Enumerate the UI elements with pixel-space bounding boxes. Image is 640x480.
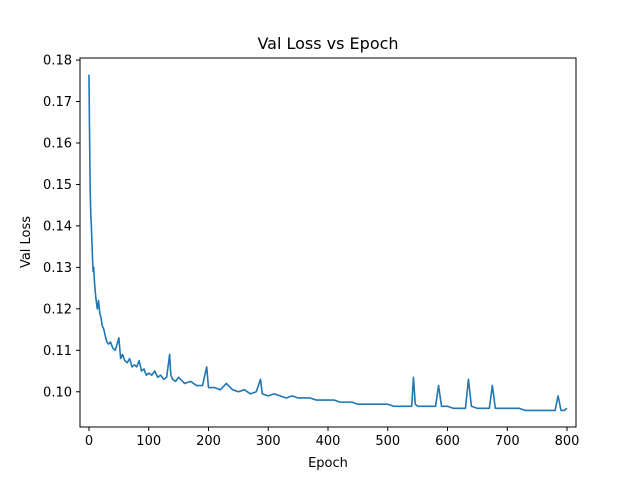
y-axis-title: Val Loss (19, 216, 34, 268)
y-tick-label: 0.12 (43, 302, 72, 317)
plot-series (88, 74, 568, 412)
x-tick-label: 700 (495, 434, 520, 449)
y-tick-label: 0.13 (43, 261, 72, 276)
y-tick-label: 0.10 (43, 385, 72, 400)
x-tick-label: 100 (136, 434, 161, 449)
y-tick-label: 0.17 (43, 95, 72, 110)
plot-frame (79, 57, 577, 428)
y-axis-ticks: 0.10 0.11 0.12 0.13 0.14 0.15 0.16 0.17 0.18 (43, 54, 80, 400)
x-tick-label: 0 (85, 434, 93, 449)
y-tick-label: 0.18 (43, 54, 72, 69)
x-tick-label: 200 (196, 434, 221, 449)
x-axis-title: Epoch (308, 456, 348, 471)
x-tick-label: 300 (256, 434, 281, 449)
x-tick-label: 500 (375, 434, 400, 449)
x-tick-label: 800 (555, 434, 580, 449)
y-tick-label: 0.11 (43, 344, 72, 359)
x-tick-label: 600 (435, 434, 460, 449)
y-tick-label: 0.16 (43, 136, 72, 151)
y-tick-label: 0.14 (43, 219, 72, 234)
y-tick-label: 0.15 (43, 178, 72, 193)
chart-title: Val Loss vs Epoch (257, 34, 398, 53)
x-axis-ticks: 0 100 200 300 400 500 600 700 800 (85, 427, 580, 449)
series-line-0 (88, 74, 568, 412)
x-tick-label: 400 (316, 434, 341, 449)
